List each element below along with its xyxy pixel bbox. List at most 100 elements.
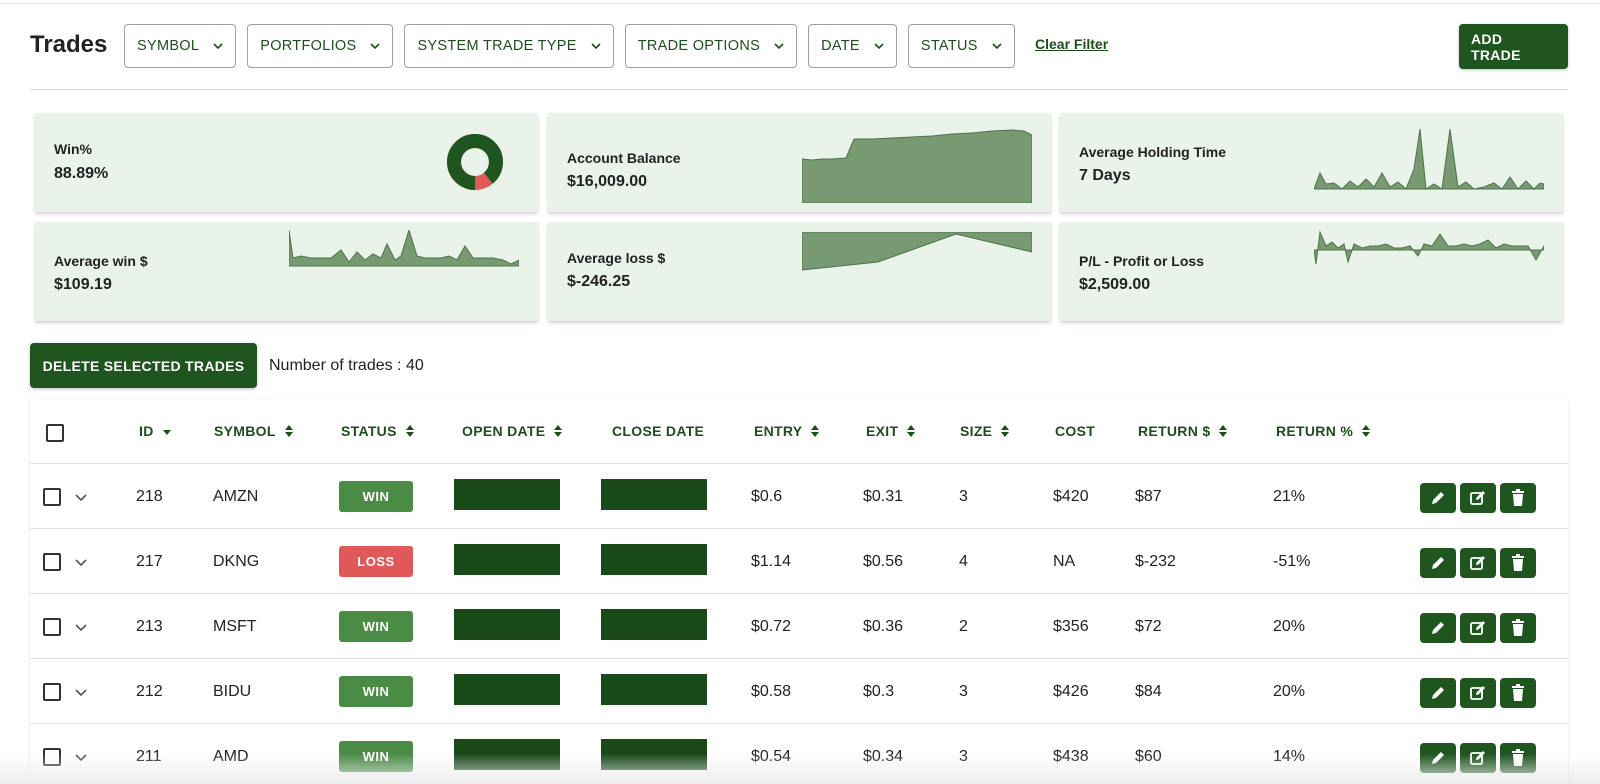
chevron-down-icon bbox=[992, 43, 1002, 50]
table-row: 213 MSFT WIN $0.72 $0.36 2 $356 $72 20% bbox=[30, 594, 1568, 659]
row-checkbox[interactable] bbox=[43, 748, 61, 766]
edit-icon bbox=[1470, 491, 1485, 505]
filter-label: STATUS bbox=[920, 38, 978, 54]
pencil-button[interactable] bbox=[1420, 483, 1456, 513]
card-label: Account Balance bbox=[567, 150, 681, 166]
clear-filter-link[interactable]: Clear Filter bbox=[1035, 36, 1109, 52]
edit-button[interactable] bbox=[1460, 743, 1496, 773]
chevron-down-icon[interactable] bbox=[74, 555, 88, 569]
cell-symbol: DKNG bbox=[213, 553, 260, 570]
column-header-label: RETURN $ bbox=[1138, 423, 1211, 439]
column-header-symbol[interactable]: SYMBOL bbox=[214, 423, 294, 439]
cell-return-pct: 21% bbox=[1273, 488, 1306, 505]
cell-size: 3 bbox=[959, 488, 968, 505]
column-header-size[interactable]: SIZE bbox=[960, 423, 1010, 439]
open-date-redacted bbox=[454, 674, 560, 705]
trash-icon bbox=[1512, 684, 1524, 701]
cell-id: 213 bbox=[136, 618, 163, 635]
column-header-label: STATUS bbox=[341, 423, 397, 439]
holding-time-sparkline bbox=[1314, 129, 1544, 190]
cell-exit: $0.56 bbox=[863, 553, 904, 570]
row-checkbox[interactable] bbox=[43, 488, 61, 506]
delete-button[interactable] bbox=[1500, 483, 1536, 513]
cell-size: 3 bbox=[959, 748, 968, 765]
edit-icon bbox=[1470, 686, 1485, 700]
column-header-label: COST bbox=[1055, 423, 1096, 439]
cell-symbol: AMZN bbox=[213, 488, 259, 505]
column-header-return-pct[interactable]: RETURN % bbox=[1276, 423, 1371, 439]
filter-trade-options[interactable]: TRADE OPTIONS bbox=[624, 24, 798, 68]
chevron-down-icon[interactable] bbox=[74, 490, 88, 504]
delete-button[interactable] bbox=[1500, 548, 1536, 578]
cell-id: 211 bbox=[136, 748, 162, 765]
column-header-exit[interactable]: EXIT bbox=[866, 423, 916, 439]
trash-icon bbox=[1512, 554, 1524, 571]
edit-button[interactable] bbox=[1460, 548, 1496, 578]
cell-return-pct: 20% bbox=[1273, 683, 1306, 700]
cell-id: 212 bbox=[136, 683, 163, 700]
chevron-down-icon bbox=[213, 43, 223, 50]
column-header-label: SYMBOL bbox=[214, 423, 276, 439]
status-badge: WIN bbox=[339, 741, 413, 772]
card-average-holding-time: Average Holding Time 7 Days bbox=[1060, 113, 1563, 212]
profit-loss-sparkline bbox=[1314, 230, 1544, 265]
cell-return-pct: -51% bbox=[1273, 553, 1311, 570]
column-header-label: SIZE bbox=[960, 423, 993, 439]
close-date-redacted bbox=[601, 609, 707, 640]
table-row: 212 BIDU WIN $0.58 $0.3 3 $426 $84 20% bbox=[30, 659, 1568, 724]
cell-exit: $0.31 bbox=[863, 488, 904, 505]
close-date-redacted bbox=[601, 674, 707, 705]
filter-portfolios[interactable]: PORTFOLIOS bbox=[247, 24, 394, 68]
pencil-button[interactable] bbox=[1420, 678, 1456, 708]
pencil-icon bbox=[1432, 557, 1444, 569]
edit-button[interactable] bbox=[1460, 483, 1496, 513]
pencil-button[interactable] bbox=[1420, 743, 1456, 773]
pencil-button[interactable] bbox=[1420, 613, 1456, 643]
trash-icon bbox=[1512, 749, 1524, 766]
card-value: 88.89% bbox=[54, 165, 109, 182]
sort-icon bbox=[811, 425, 820, 437]
column-header-id[interactable]: ID bbox=[139, 423, 172, 439]
cell-return-pct: 14% bbox=[1273, 748, 1306, 765]
table-header: ID SYMBOL STATUS OPEN DATE CLOSE DATE EN… bbox=[30, 400, 1568, 464]
edit-button[interactable] bbox=[1460, 613, 1496, 643]
delete-button[interactable] bbox=[1500, 743, 1536, 773]
edit-button[interactable] bbox=[1460, 678, 1496, 708]
delete-button[interactable] bbox=[1500, 613, 1536, 643]
chevron-down-icon[interactable] bbox=[74, 620, 88, 634]
cell-entry: $1.14 bbox=[751, 553, 792, 570]
filter-date[interactable]: DATE bbox=[808, 24, 897, 68]
sort-desc-icon bbox=[162, 430, 171, 435]
chevron-down-icon bbox=[774, 43, 784, 50]
table-row: 217 DKNG LOSS $1.14 $0.56 4 NA $-232 -51… bbox=[30, 529, 1568, 594]
delete-selected-trades-button[interactable]: DELETE SELECTED TRADES bbox=[30, 343, 257, 388]
column-header-open-date[interactable]: OPEN DATE bbox=[462, 423, 563, 439]
cell-exit: $0.3 bbox=[863, 683, 895, 700]
cell-size: 4 bbox=[959, 553, 968, 570]
column-header-status[interactable]: STATUS bbox=[341, 423, 415, 439]
row-checkbox[interactable] bbox=[43, 618, 61, 636]
card-win-pct: Win% 88.89% bbox=[35, 113, 538, 212]
column-header-return-usd[interactable]: RETURN $ bbox=[1138, 423, 1228, 439]
row-checkbox[interactable] bbox=[43, 683, 61, 701]
header-divider bbox=[30, 89, 1568, 90]
cell-symbol: MSFT bbox=[213, 618, 257, 635]
close-date-redacted bbox=[601, 544, 707, 575]
filter-symbol[interactable]: SYMBOL bbox=[124, 24, 237, 68]
row-checkbox[interactable] bbox=[43, 553, 61, 571]
filter-system-trade-type[interactable]: SYSTEM TRADE TYPE bbox=[404, 24, 614, 68]
select-all-checkbox[interactable] bbox=[46, 424, 64, 442]
header: Trades SYMBOL PORTFOLIOS SYSTEM TRADE TY… bbox=[30, 24, 1568, 69]
filter-label: SYSTEM TRADE TYPE bbox=[417, 38, 577, 54]
pencil-button[interactable] bbox=[1420, 548, 1456, 578]
edit-icon bbox=[1470, 556, 1485, 570]
win-pie-chart bbox=[447, 134, 503, 190]
cell-return-usd: $84 bbox=[1135, 683, 1162, 700]
chevron-down-icon[interactable] bbox=[74, 750, 88, 764]
add-trade-button[interactable]: ADD TRADE bbox=[1459, 24, 1568, 69]
account-balance-sparkline bbox=[802, 129, 1032, 203]
column-header-entry[interactable]: ENTRY bbox=[754, 423, 820, 439]
delete-button[interactable] bbox=[1500, 678, 1536, 708]
chevron-down-icon[interactable] bbox=[74, 685, 88, 699]
filter-status[interactable]: STATUS bbox=[907, 24, 1015, 68]
